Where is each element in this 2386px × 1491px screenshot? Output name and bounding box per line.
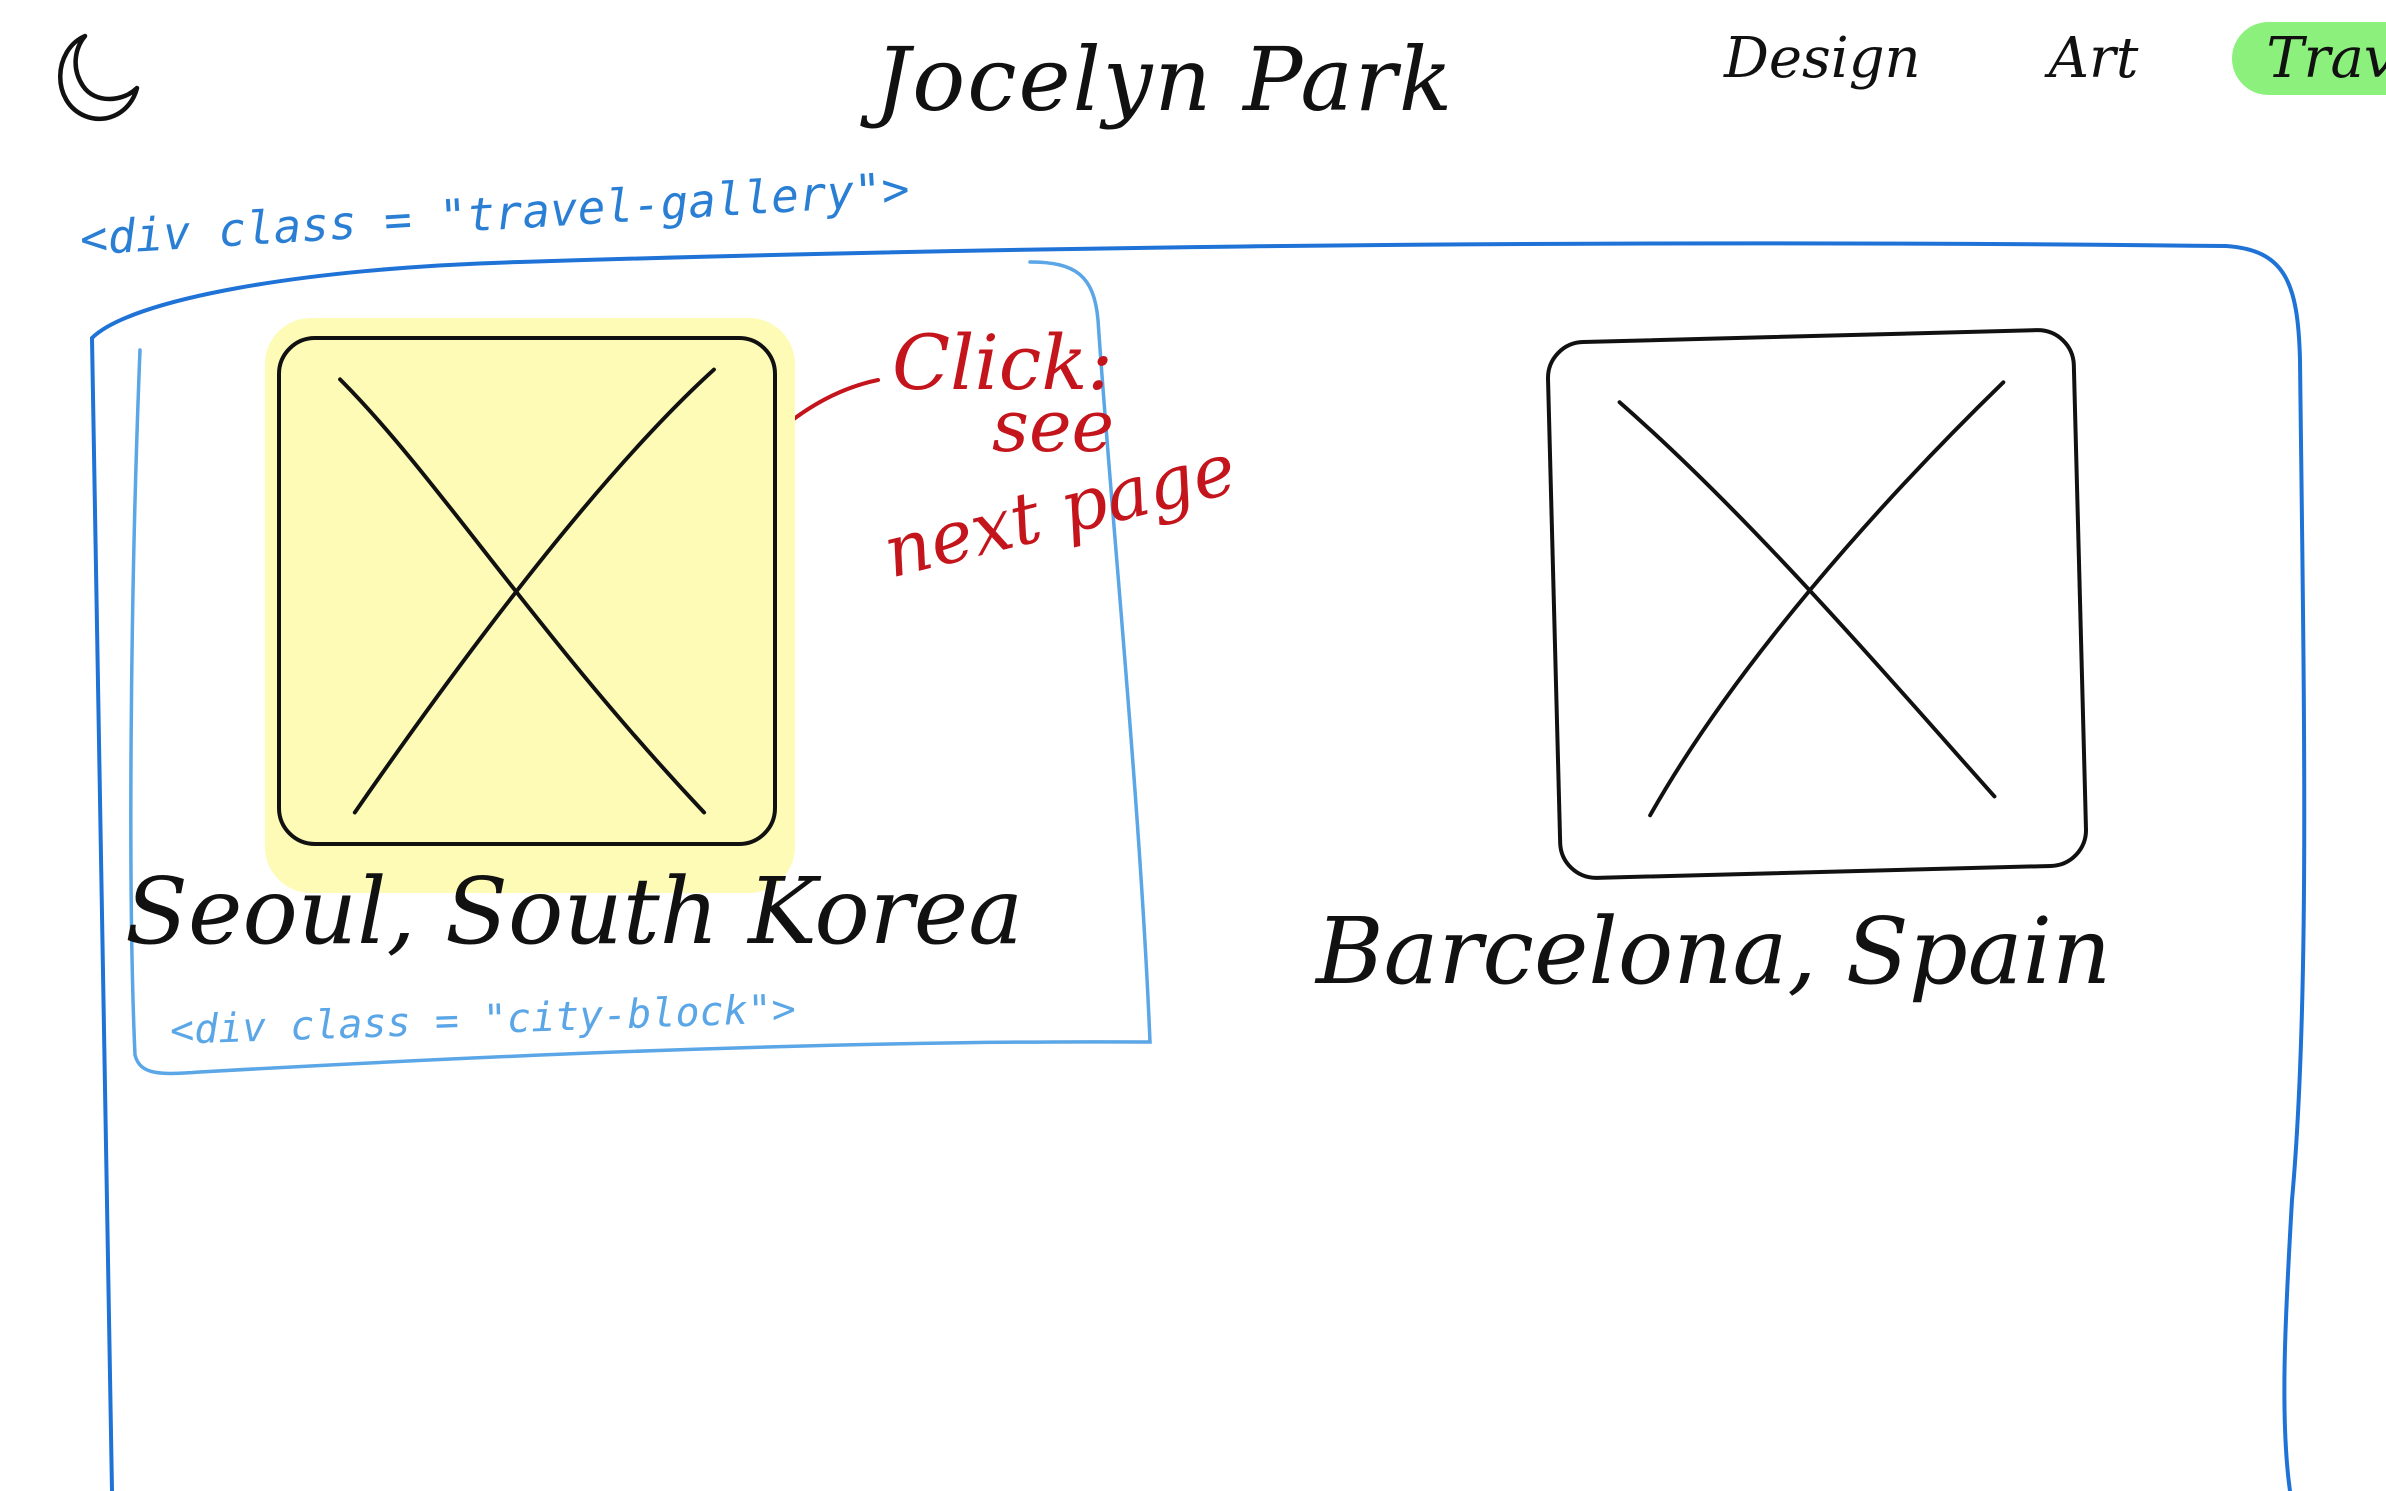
city-image-barcelona[interactable]	[1545, 327, 2089, 881]
city-block-seoul[interactable]: Seoul, South Korea	[125, 318, 1125, 1018]
city-name-barcelona: Barcelona, Spain	[1316, 898, 2112, 1005]
image-placeholder-icon	[338, 367, 716, 815]
click-note: Click: see next page	[875, 318, 1400, 618]
site-title[interactable]: Jocelyn Park	[875, 28, 1455, 131]
nav-item-travel[interactable]: Travel	[2232, 21, 2386, 95]
nav-item-art[interactable]: Art	[2048, 25, 2139, 91]
nav-item-design[interactable]: Design	[1724, 25, 1921, 91]
click-note-line-1: Click:	[892, 318, 1113, 407]
click-note-line-2: see	[992, 384, 1115, 468]
gallery-class-note: <div class = "travel-gallery">	[78, 161, 911, 266]
city-block-barcelona[interactable]: Barcelona, Spain	[1300, 318, 2300, 1038]
image-placeholder-icon	[1617, 380, 2006, 818]
city-image-seoul[interactable]	[277, 336, 777, 846]
moon-icon[interactable]	[45, 28, 145, 128]
hover-highlight	[265, 318, 795, 893]
city-name-seoul: Seoul, South Korea	[125, 858, 1024, 965]
main-nav: Design Art Travel	[1690, 10, 2386, 106]
